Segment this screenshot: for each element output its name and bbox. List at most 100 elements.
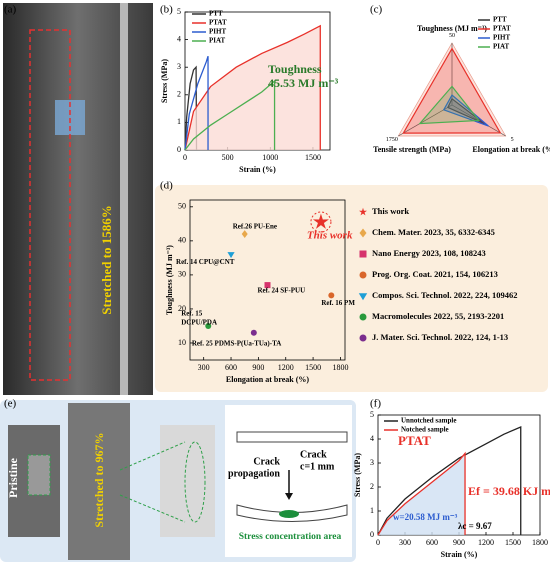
y-tick-label: 4 — [370, 434, 374, 443]
photo — [3, 3, 153, 395]
legend-label: Chem. Mater. 2023, 35, 6332-6345 — [372, 227, 495, 237]
panel-label: (c) — [370, 4, 383, 16]
zoom-line — [119, 494, 186, 523]
point-label: Ref. 16 PM — [321, 299, 355, 307]
photo-text: Pristine — [6, 457, 20, 498]
y-tick-label: 20 — [178, 304, 186, 313]
legend-label: PIHT — [493, 34, 510, 42]
rod — [120, 3, 128, 395]
marker — [227, 252, 235, 259]
annotation: λc = 9.67 — [458, 521, 492, 531]
y-tick-label: 30 — [178, 270, 186, 279]
diagram-text: Stress concentration area — [239, 532, 342, 542]
x-tick-label: 1500 — [505, 538, 521, 547]
arrow-head — [285, 493, 293, 500]
point-label: Ref.26 PU-Ene — [233, 223, 277, 231]
legend-swatch — [359, 207, 367, 216]
x-tick-label: 1200 — [278, 363, 294, 372]
legend-swatch — [359, 334, 367, 342]
legend-swatch — [359, 271, 367, 279]
legend-label: PTT — [493, 16, 507, 24]
x-tick-label: 0 — [183, 153, 187, 162]
legend-label: Prog. Org. Coat. 2021, 154, 106213 — [372, 269, 498, 279]
x-tick-label: 300 — [198, 363, 210, 372]
line — [184, 79, 276, 151]
x-axis-label: Strain (%) — [441, 550, 478, 559]
marker — [264, 282, 271, 289]
line — [184, 24, 321, 151]
concentration — [279, 510, 299, 518]
x-tick-label: 900 — [453, 538, 465, 547]
panel-label: (f) — [370, 398, 381, 410]
y-tick-label: 2 — [177, 90, 181, 99]
x-tick-label: 900 — [252, 363, 264, 372]
y-tick-label: 2 — [370, 482, 374, 491]
legend-label: Macromolecules 2022, 55, 2193-2201 — [372, 311, 504, 321]
x-tick-label: 1800 — [332, 363, 348, 372]
annotation: 45.53 MJ m⁻³ — [268, 76, 339, 90]
y-tick-label: 50 — [178, 202, 186, 211]
dashed-frame — [29, 29, 71, 381]
x-tick-label: 600 — [426, 538, 438, 547]
radar-area — [402, 47, 502, 134]
axis-max: 5 — [511, 137, 514, 143]
photo — [68, 403, 130, 560]
radar-area — [418, 85, 481, 125]
x-tick-label: 600 — [225, 363, 237, 372]
line — [184, 65, 198, 151]
y-tick-label: 0 — [370, 530, 374, 539]
legend-label: PIAT — [209, 37, 226, 45]
x-tick-label: 1500 — [305, 363, 321, 372]
axis-label: Elongation at break (%) — [472, 145, 550, 154]
area — [185, 25, 321, 150]
highlight-ring — [310, 211, 332, 233]
point-label: Ref. 14 CPU@CNT — [176, 258, 235, 266]
y-tick-label: 10 — [178, 338, 186, 347]
y-tick-label: 5 — [177, 7, 181, 16]
x-tick-label: 1500 — [305, 153, 321, 162]
y-axis-label: Toughness (MJ m⁻³) — [165, 245, 174, 315]
x-tick-label: 1800 — [532, 538, 548, 547]
y-tick-label: 3 — [370, 458, 374, 467]
x-tick-label: 1200 — [478, 538, 494, 547]
annotation: w=20.58 MJ m⁻³ — [393, 512, 458, 522]
legend-label: PIHT — [209, 28, 226, 36]
panel-label: (a) — [4, 4, 17, 16]
x-tick-label: 1000 — [262, 153, 278, 162]
panel-label: (e) — [4, 398, 17, 410]
panel-bg — [155, 185, 548, 392]
point-label: Ref. 15 — [181, 310, 202, 318]
specimen — [236, 431, 348, 443]
y-tick-label: 1 — [370, 506, 374, 515]
sample-box — [27, 454, 51, 496]
y-tick-label: 0 — [177, 145, 181, 154]
axis-max: 50 — [449, 33, 455, 39]
x-tick-label: 0 — [376, 538, 380, 547]
legend-label: This work — [372, 206, 409, 216]
point-label: DCPU/PDA — [181, 319, 217, 327]
y-tick-label: 5 — [370, 410, 374, 419]
x-axis-label: Elongation at break (%) — [226, 375, 310, 384]
legend-label: PTT — [209, 10, 223, 18]
point-label: Ref. 25 PDMS-P(Ua-TUa)-TA — [192, 339, 282, 347]
legend-label: Nano Energy 2023, 108, 108243 — [372, 248, 486, 258]
line — [184, 55, 209, 151]
photo-text: Stretched to 967% — [92, 432, 106, 527]
y-axis-label: Stress (MPa) — [160, 59, 169, 103]
legend-label: Compos. Sci. Technol. 2022, 224, 109462 — [372, 290, 517, 300]
legend-label: J. Mater. Sci. Technol. 2022, 124, 1-13 — [372, 332, 508, 342]
photo — [160, 425, 215, 537]
axis-label: Toughness (MJ m⁻³) — [417, 24, 487, 33]
axis-label: Tensile strength (MPa) — [373, 145, 451, 154]
zoom-ellipse — [184, 441, 206, 523]
line — [377, 426, 522, 536]
stretch-text: Stretched to 1586% — [99, 205, 114, 315]
x-axis-label: Strain (%) — [239, 165, 276, 174]
axis-max: 1750 — [386, 137, 398, 143]
line — [377, 451, 466, 536]
annotation: PTAT — [398, 433, 431, 448]
panel-label: (d) — [160, 180, 173, 192]
point-label: Ref. 24 SF-PUU — [258, 287, 306, 295]
legend-swatch — [358, 293, 368, 301]
